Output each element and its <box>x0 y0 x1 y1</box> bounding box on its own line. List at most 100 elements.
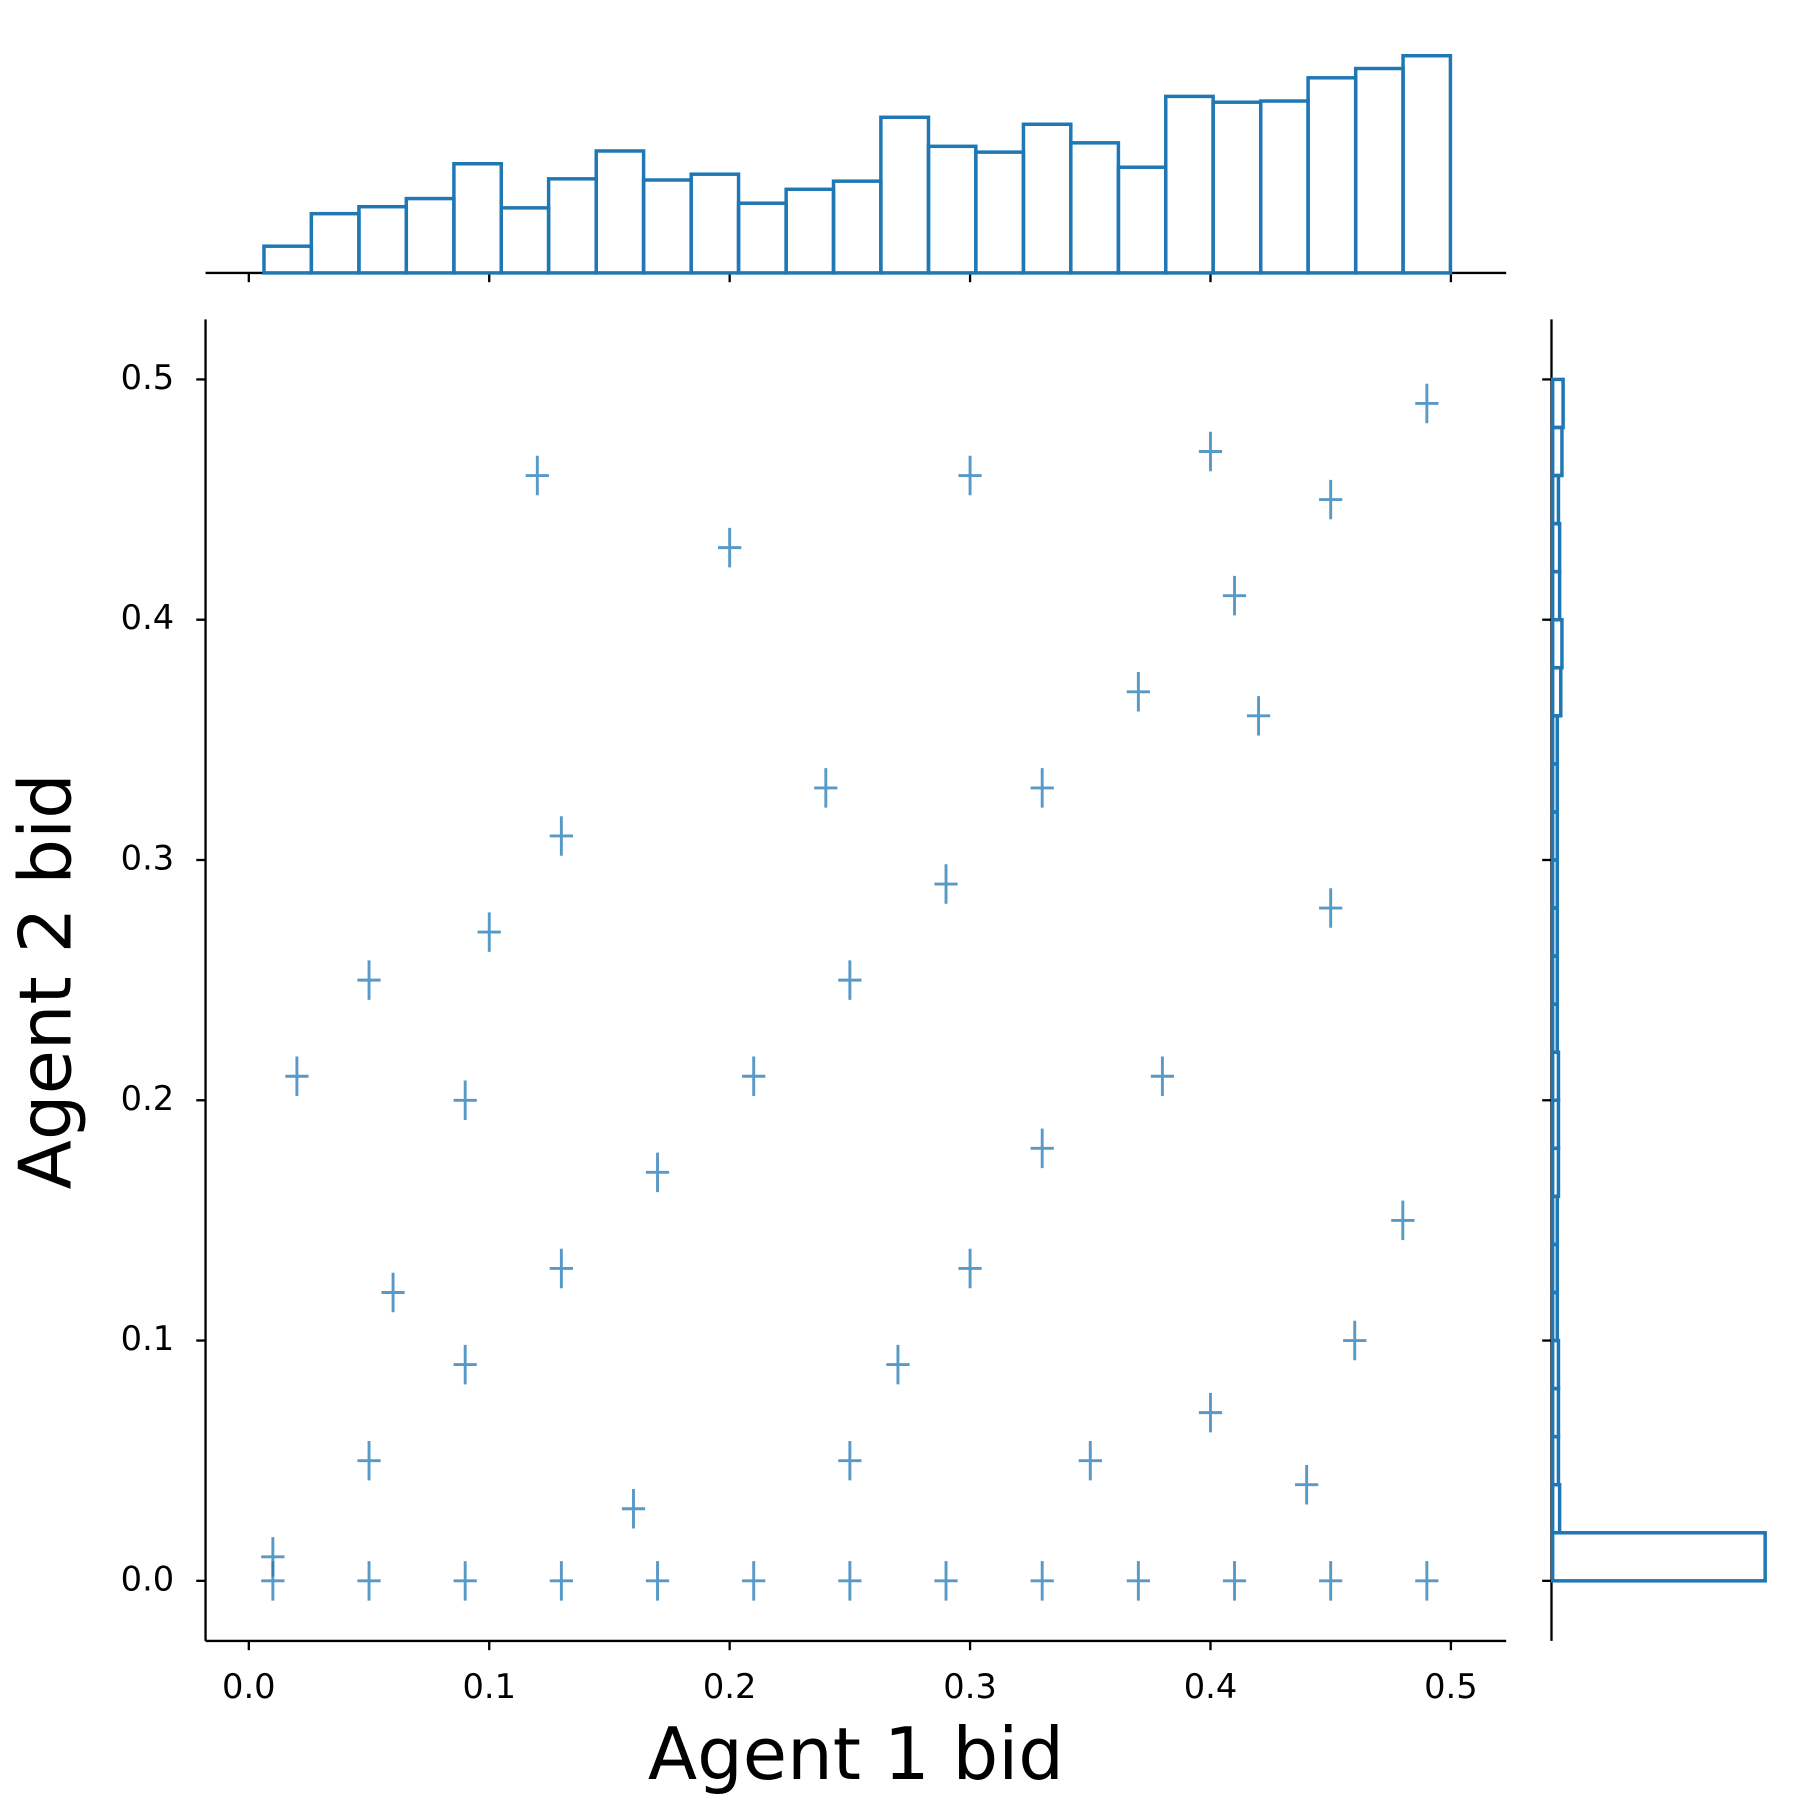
histogram-bar <box>1550 1146 1561 1199</box>
x-tick-label: 0.3 <box>943 1667 997 1706</box>
histogram-bar <box>452 162 504 275</box>
scatter-point <box>886 1344 910 1385</box>
x-axis-label: Agent 1 bid <box>648 1712 1064 1796</box>
histogram-bar <box>1550 1531 1767 1583</box>
y-axis-label: Agent 2 bid <box>4 773 88 1189</box>
histogram-bar <box>1550 714 1560 766</box>
histogram-bar <box>1550 1482 1562 1535</box>
x-tick-label: 0.2 <box>703 1667 757 1706</box>
scatter-point <box>1126 1561 1150 1601</box>
histogram-bar <box>1550 1434 1561 1487</box>
histogram-bar <box>1306 76 1358 275</box>
histogram-bar <box>1550 666 1563 718</box>
histogram-bar <box>1069 141 1121 275</box>
histogram-bar <box>1550 1194 1560 1247</box>
histogram-bar <box>1550 762 1560 814</box>
histogram-bar <box>831 179 883 275</box>
histogram-bar <box>1550 425 1564 478</box>
histogram-bar <box>1550 954 1560 1006</box>
scatter-point <box>645 1152 670 1193</box>
scatter-point <box>1198 1392 1223 1433</box>
y-tick-label: 0.1 <box>121 1319 175 1358</box>
scatter-point <box>934 864 958 904</box>
scatter-point <box>958 455 982 496</box>
scatter-point <box>1295 1464 1319 1505</box>
histogram-bar <box>689 172 741 275</box>
histogram-bar <box>1258 99 1310 275</box>
scatter-point <box>1030 1561 1054 1601</box>
histogram-bar <box>1550 473 1561 526</box>
y-tick-label: 0.4 <box>121 598 175 637</box>
scatter-point <box>1030 768 1054 808</box>
histogram-bar <box>784 187 836 275</box>
scatter-point <box>549 1248 573 1289</box>
scatter-point <box>381 1272 405 1313</box>
scatter-point <box>958 1248 982 1289</box>
x-tick-label: 0.5 <box>1424 1667 1478 1706</box>
histogram-bar <box>641 178 693 275</box>
histogram-bar <box>1211 100 1263 275</box>
scatter-point <box>453 1080 477 1121</box>
scatter-point <box>742 1056 766 1096</box>
histogram-bar <box>1021 122 1073 275</box>
histogram-bar <box>1550 521 1562 574</box>
histogram-bar <box>1164 94 1215 275</box>
histogram-bar <box>1550 810 1560 862</box>
histogram-bar <box>1550 377 1565 430</box>
scatter-point <box>453 1561 477 1601</box>
scatter-point <box>838 1440 862 1481</box>
scatter-point <box>838 1561 862 1601</box>
scatter-point <box>742 1561 766 1601</box>
scatter-point <box>1415 1561 1439 1601</box>
histogram-bar <box>499 206 551 275</box>
scatter-point <box>1030 1128 1054 1169</box>
scatter-point <box>645 1561 670 1601</box>
histogram-bar <box>1550 617 1564 670</box>
y-tick-label: 0.2 <box>121 1079 175 1118</box>
histogram-bar <box>1550 906 1560 958</box>
histogram-bar <box>546 177 598 275</box>
histogram-bar <box>1550 1098 1561 1151</box>
scatter-point <box>1150 1056 1175 1096</box>
scatter-point <box>477 912 501 952</box>
histogram-bar <box>1550 1242 1560 1295</box>
histogram-bar <box>926 144 978 275</box>
x-tick-label: 0.1 <box>462 1667 516 1706</box>
histogram-bar <box>1550 858 1560 910</box>
scatter-point <box>549 816 573 856</box>
x-tick-label: 0.0 <box>222 1667 276 1706</box>
histogram-bar <box>1353 66 1405 275</box>
histogram-bar <box>404 196 456 275</box>
scatter-point <box>357 960 381 1000</box>
scatter-point <box>1246 696 1271 736</box>
histogram-bar <box>1550 1050 1561 1103</box>
y-tick-label: 0.0 <box>121 1559 175 1598</box>
histogram-bar <box>1550 1386 1561 1439</box>
histogram-bar <box>594 149 646 275</box>
x-tick-label: 0.4 <box>1184 1667 1238 1706</box>
scatter-point <box>1319 479 1343 520</box>
scatter-point <box>1222 575 1247 616</box>
scatter-point <box>1415 383 1439 424</box>
scatter-point <box>1126 672 1150 712</box>
scatter-point <box>1343 1320 1367 1361</box>
scatter-point <box>838 960 862 1000</box>
histogram-bar <box>1550 569 1562 622</box>
scatter-point <box>718 527 742 568</box>
histogram-bar <box>974 150 1026 275</box>
scatter-point <box>1078 1440 1102 1481</box>
scatter-point <box>934 1561 958 1601</box>
scatter-point <box>1319 1561 1343 1601</box>
scatter-point <box>453 1344 477 1385</box>
histogram-bar <box>262 244 314 275</box>
histogram-bar <box>736 201 788 275</box>
histogram-bar <box>357 204 409 275</box>
histogram-bar <box>309 211 361 275</box>
scatter-point <box>1391 1200 1415 1241</box>
histogram-bar <box>1550 1338 1561 1391</box>
scatter-point <box>1198 431 1223 472</box>
histogram-bar <box>1401 54 1453 275</box>
scatter-point <box>285 1056 309 1096</box>
